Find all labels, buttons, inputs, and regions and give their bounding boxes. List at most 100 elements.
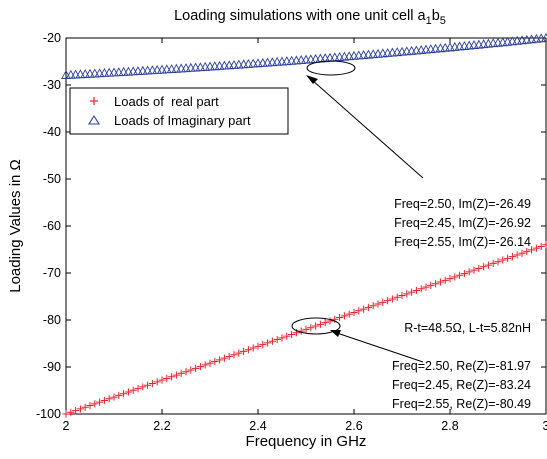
real-part-point: [504, 254, 512, 262]
imag-highlight-ellipse: [306, 60, 356, 76]
legend-label-real: Loads of real part: [114, 94, 219, 109]
title-mid: b: [432, 8, 440, 24]
real-part-point: [105, 395, 113, 403]
real-part-point: [340, 312, 348, 320]
real-part-point: [196, 363, 204, 371]
real-part-point: [456, 271, 464, 279]
real-part-point: [427, 281, 435, 290]
real-part-point: [201, 361, 209, 369]
real-part-point: [144, 381, 152, 389]
real-part-point: [470, 266, 478, 274]
y-tick-label: -30: [43, 78, 61, 92]
real-part-point: [350, 308, 358, 317]
x-axis-ticks: 2 2.2 2.4 2.6 2.8 3: [63, 38, 547, 433]
imag-annotation-3: Freq=2.55, Im(Z)=-26.14: [394, 235, 531, 249]
real-part-point: [182, 368, 190, 376]
title-main: Loading simulations with one unit cell a: [174, 8, 426, 24]
imag-arrow-line: [311, 79, 424, 179]
legend-label-imag: Loads of Imaginary part: [114, 113, 251, 128]
real-part-point: [441, 276, 449, 284]
real-part-point: [168, 373, 176, 381]
real-part-point: [139, 383, 147, 391]
x-tick-label: 2.8: [441, 419, 458, 433]
real-part-point: [336, 313, 344, 322]
real-part-point: [326, 317, 334, 325]
real-part-point: [499, 256, 507, 264]
imag-annotation-2: Freq=2.45, Im(Z)=-26.92: [394, 216, 531, 230]
real-part-point: [129, 386, 137, 394]
imag-arrow-head: [306, 75, 318, 84]
real-part-point: [508, 253, 516, 261]
real-part-point: [158, 376, 166, 384]
real-part-point: [465, 268, 473, 276]
real-arrow-line: [336, 332, 424, 363]
real-part-point: [513, 251, 521, 259]
real-part-point: [134, 385, 142, 393]
y-tick-label: -60: [43, 219, 61, 233]
rl-annotation: R-t=48.5Ω, L-t=5.82nH: [404, 321, 531, 335]
real-part-point: [216, 356, 224, 364]
real-part-point: [230, 351, 238, 359]
y-tick-label: -20: [43, 31, 61, 45]
real-part-point: [364, 303, 372, 312]
real-part-point: [489, 259, 497, 268]
legend-marker-real: [90, 97, 98, 105]
real-arrow-head: [330, 330, 341, 337]
real-highlight-ellipse: [291, 317, 341, 335]
real-part-point: [86, 401, 94, 410]
real-part-point: [115, 391, 123, 399]
real-part-point: [403, 290, 411, 298]
real-part-point: [312, 322, 320, 330]
y-axis-ticks: -20 -30 -40 -50 -60 -70 -80 -90 -100: [36, 31, 546, 421]
series-real-part: [62, 241, 547, 418]
legend-box: [69, 87, 289, 135]
real-part-point: [451, 273, 459, 281]
real-part-point: [480, 263, 488, 271]
real-part-point: [302, 325, 310, 333]
real-part-point: [355, 307, 363, 315]
x-axis-label: Frequency in GHz: [246, 433, 367, 450]
real-annotation-1: Freq=2.50, Re(Z)=-81.97: [392, 359, 531, 373]
y-tick-label: -90: [43, 360, 61, 374]
title-sub1: 1: [426, 15, 432, 27]
real-part-point: [163, 374, 171, 383]
x-tick-label: 2.2: [153, 419, 170, 433]
y-tick-label: -70: [43, 266, 61, 280]
real-part-point: [264, 339, 272, 347]
real-part-point: [268, 337, 276, 345]
real-part-point: [331, 315, 339, 323]
real-part-point: [321, 319, 329, 327]
real-part-point: [528, 246, 536, 254]
real-part-point: [412, 286, 420, 295]
real-part-point: [240, 347, 248, 355]
x-tick-label: 2: [63, 419, 70, 433]
real-part-point: [523, 247, 531, 256]
real-part-point: [307, 324, 315, 332]
real-part-point: [446, 275, 454, 283]
real-part-point: [96, 398, 104, 406]
real-part-point: [360, 305, 368, 313]
real-part-point: [398, 291, 406, 300]
y-axis-label: Loading Values in Ω: [7, 159, 24, 293]
real-part-point: [532, 244, 540, 252]
real-part-point: [379, 298, 387, 306]
real-part-point: [484, 261, 492, 269]
real-part-point: [249, 344, 257, 352]
real-part-point: [211, 357, 219, 366]
real-part-point: [110, 393, 118, 401]
real-part-point: [148, 379, 156, 388]
real-part-point: [384, 297, 392, 305]
real-part-point: [76, 405, 84, 413]
real-annotation-2: Freq=2.45, Re(Z)=-83.24: [392, 378, 531, 392]
real-part-point: [91, 400, 99, 408]
real-part-point: [100, 396, 108, 405]
real-part-point: [283, 332, 291, 340]
legend-marker-imag: [88, 114, 100, 125]
y-tick-label: -40: [43, 125, 61, 139]
real-part-point: [206, 359, 214, 367]
real-part-point: [422, 283, 430, 291]
real-part-point: [436, 278, 444, 286]
real-part-point: [67, 408, 75, 416]
real-part-point: [259, 341, 267, 349]
